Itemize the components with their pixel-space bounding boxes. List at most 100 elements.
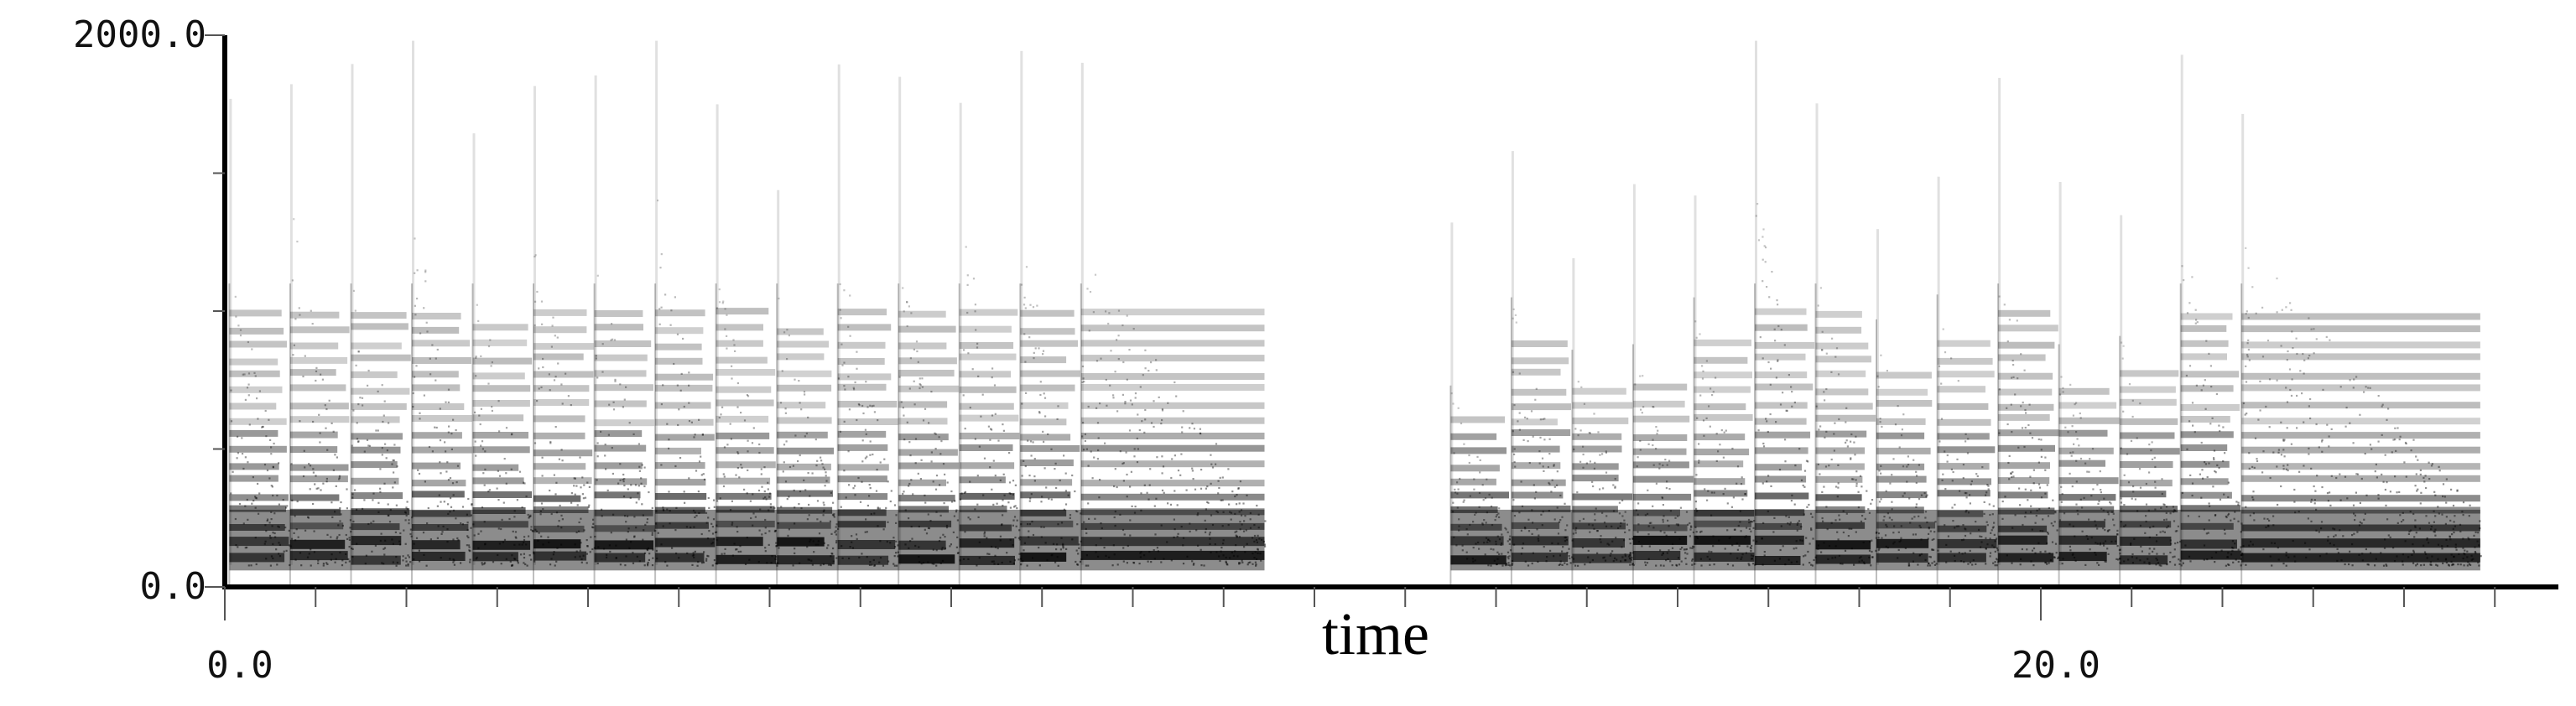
noise-speck: [1762, 445, 1766, 448]
noise-speck: [533, 324, 536, 327]
harmonic-band: [412, 491, 465, 498]
noise-speck: [971, 368, 974, 371]
noise-speck: [2207, 532, 2209, 534]
noise-speck: [1257, 548, 1259, 550]
noise-speck: [1712, 545, 1715, 548]
noise-speck: [1949, 550, 1952, 553]
noise-speck: [1226, 563, 1228, 565]
noise-speck: [332, 469, 335, 471]
harmonic-band: [1020, 433, 1071, 441]
noise-speck: [1892, 458, 1895, 460]
noise-speck: [1002, 499, 1004, 501]
noise-speck: [1969, 502, 1971, 505]
noise-speck: [2070, 454, 2073, 457]
noise-speck: [2327, 536, 2329, 538]
noise-speck: [2386, 518, 2389, 521]
noise-speck: [1482, 499, 1485, 501]
noise-speck: [691, 563, 694, 566]
noise-speck: [1144, 418, 1147, 421]
harmonic-band: [1020, 552, 1067, 562]
noise-speck: [1876, 531, 1878, 533]
noise-speck: [737, 550, 740, 553]
noise-speck: [346, 537, 349, 540]
noise-speck: [1775, 376, 1777, 379]
noise-speck: [1154, 533, 1157, 536]
noise-speck: [254, 496, 257, 498]
noise-speck: [2196, 321, 2199, 324]
noise-speck: [976, 346, 979, 349]
harmonic-band: [1694, 371, 1752, 379]
noise-speck: [2072, 414, 2074, 417]
noise-speck: [2253, 466, 2256, 469]
noise-speck: [1877, 386, 1880, 388]
noise-speck: [460, 562, 462, 564]
noise-speck: [1220, 547, 1223, 549]
noise-speck: [935, 549, 938, 552]
noise-speck: [456, 537, 459, 540]
noise-speck: [1087, 502, 1090, 505]
noise-speck: [1043, 392, 1045, 395]
noise-speck: [1837, 464, 1840, 466]
noise-speck: [721, 406, 724, 408]
noise-speck: [1601, 453, 1604, 455]
harmonic-band: [655, 418, 714, 426]
noise-speck: [1093, 456, 1095, 459]
noise-speck: [586, 545, 589, 548]
noise-speck: [716, 307, 718, 309]
noise-speck: [2309, 417, 2312, 420]
noise-speck: [540, 386, 543, 389]
noise-speck: [328, 399, 330, 402]
noise-speck: [1880, 472, 1882, 475]
noise-speck: [310, 548, 312, 551]
noise-speck: [391, 463, 393, 465]
noise-speck: [2214, 514, 2217, 517]
noise-speck: [1965, 492, 1968, 495]
noise-speck: [1815, 405, 1818, 408]
noise-speck: [1462, 501, 1465, 503]
noise-speck: [357, 440, 360, 443]
noise-speck: [674, 529, 677, 532]
noise-speck: [1038, 547, 1040, 549]
noise-speck: [357, 350, 360, 353]
noise-speck: [2389, 536, 2391, 538]
noise-speck: [560, 527, 563, 529]
noise-speck: [483, 484, 486, 486]
noise-speck: [700, 474, 703, 476]
noise-speck: [1169, 503, 1173, 506]
noise-speck: [1631, 537, 1634, 540]
noise-speck: [2423, 480, 2426, 483]
noise-speck: [736, 451, 739, 454]
noise-speck: [2141, 550, 2143, 553]
noise-speck: [2037, 461, 2040, 464]
noise-speck: [952, 531, 955, 533]
noise-speck: [1748, 564, 1751, 567]
noise-speck: [2310, 328, 2313, 330]
noise-speck: [670, 309, 673, 312]
noise-speck: [1065, 548, 1068, 550]
onset-transient: [1876, 229, 1879, 565]
noise-speck: [379, 487, 382, 490]
noise-speck: [2188, 420, 2191, 423]
noise-speck: [252, 500, 255, 502]
noise-speck: [1808, 562, 1811, 564]
noise-speck: [1983, 501, 1985, 503]
noise-speck: [1078, 543, 1080, 546]
noise-speck: [1846, 445, 1849, 448]
noise-speck: [825, 480, 828, 482]
noise-speck: [326, 533, 329, 536]
noise-speck: [2060, 501, 2063, 503]
noise-speck: [2277, 449, 2280, 451]
noise-speck: [2296, 427, 2298, 429]
noise-speck: [2200, 389, 2203, 392]
noise-speck: [889, 500, 892, 503]
noise-speck: [1770, 485, 1772, 487]
noise-speck: [1951, 506, 1954, 509]
noise-speck: [1548, 481, 1550, 484]
noise-speck: [440, 501, 442, 503]
harmonic-band: [837, 373, 892, 381]
harmonic-band: [1572, 463, 1619, 470]
noise-speck: [1695, 474, 1698, 476]
noise-speck: [865, 518, 867, 521]
harmonic-band: [412, 403, 465, 410]
noise-speck: [1006, 552, 1008, 554]
